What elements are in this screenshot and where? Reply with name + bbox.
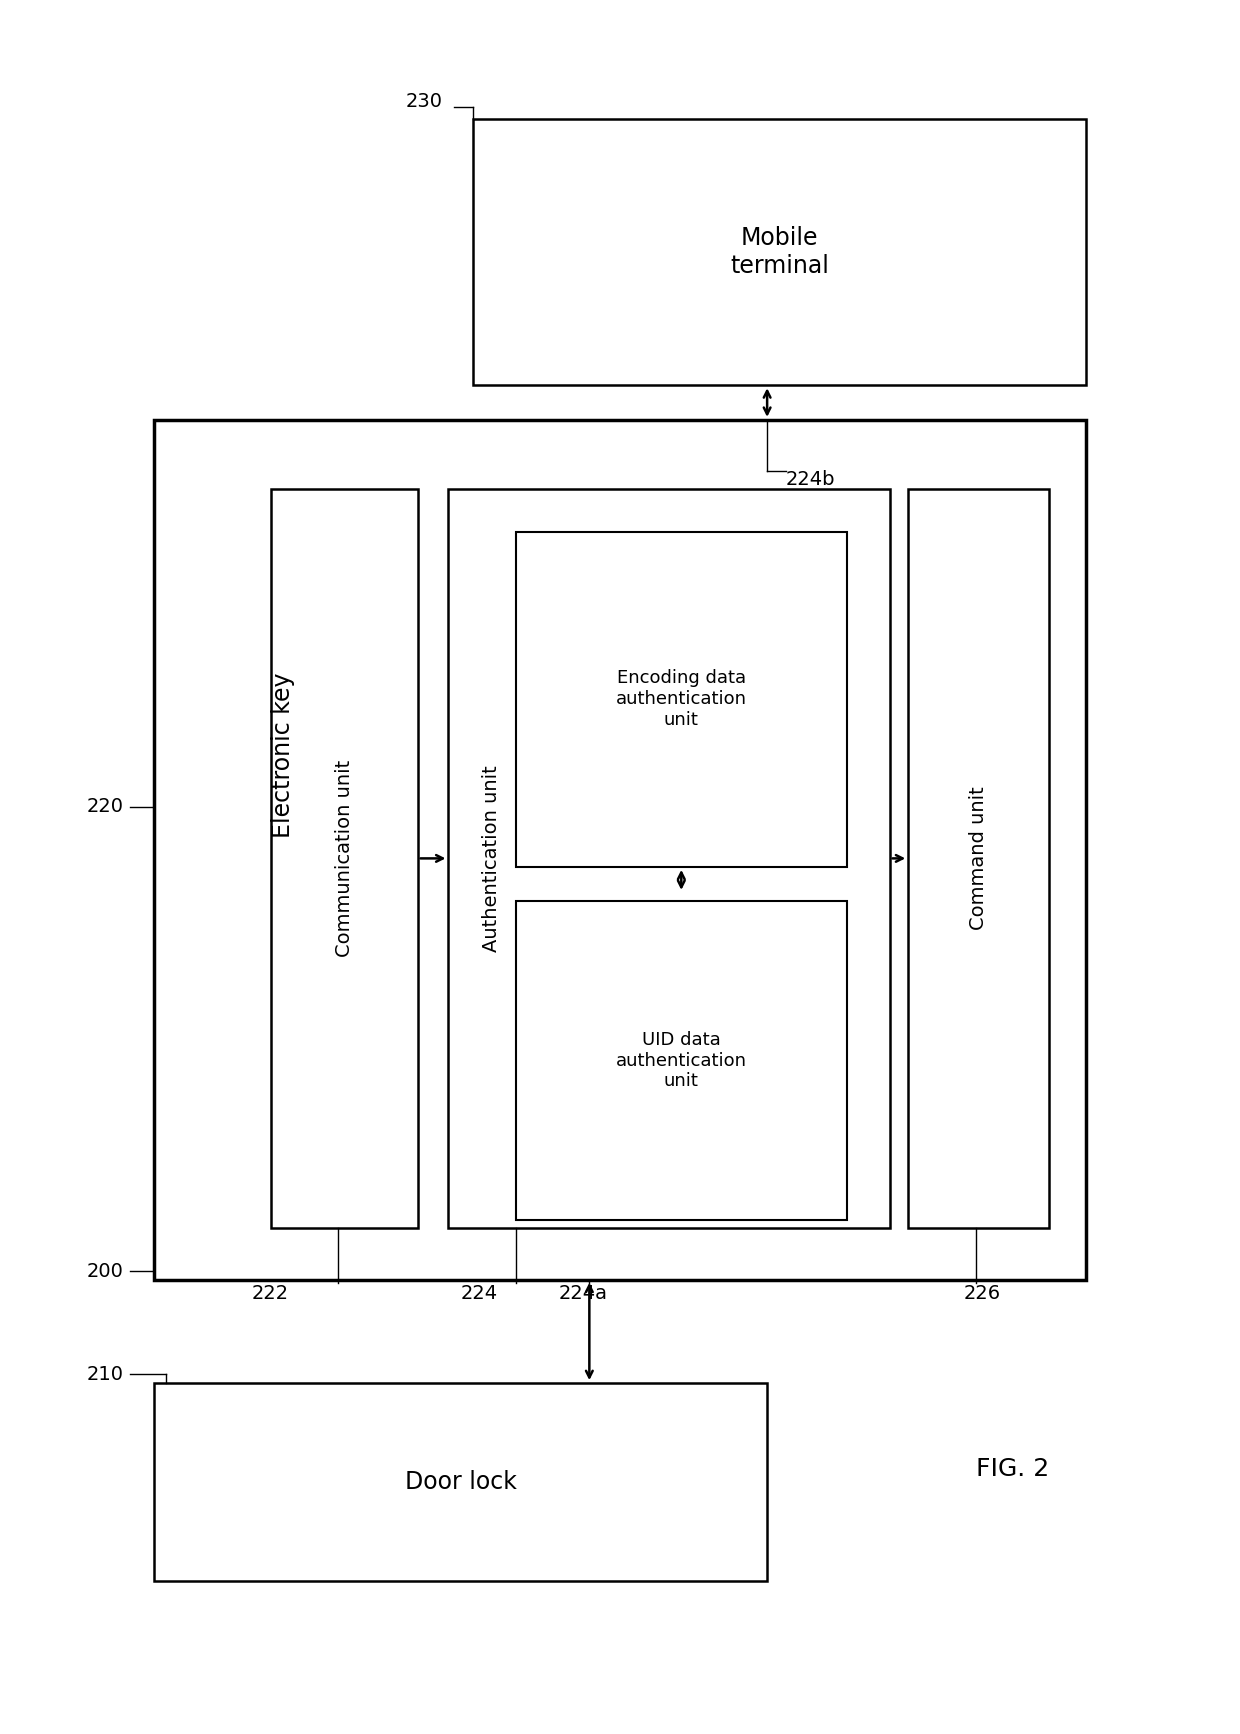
FancyBboxPatch shape xyxy=(516,532,847,867)
Text: 226: 226 xyxy=(963,1285,1001,1302)
Text: Door lock: Door lock xyxy=(404,1470,517,1495)
FancyBboxPatch shape xyxy=(449,489,890,1228)
FancyBboxPatch shape xyxy=(154,1384,768,1581)
Text: 224a: 224a xyxy=(559,1285,608,1302)
FancyBboxPatch shape xyxy=(154,420,1086,1280)
FancyBboxPatch shape xyxy=(908,489,1049,1228)
Text: 222: 222 xyxy=(252,1285,289,1302)
Text: Electronic key: Electronic key xyxy=(270,673,295,838)
Text: Command unit: Command unit xyxy=(970,787,988,929)
FancyBboxPatch shape xyxy=(472,118,1086,385)
Text: FIG. 2: FIG. 2 xyxy=(976,1457,1049,1481)
FancyBboxPatch shape xyxy=(516,902,847,1219)
Text: Mobile
terminal: Mobile terminal xyxy=(730,225,828,277)
Text: Authentication unit: Authentication unit xyxy=(482,765,501,952)
Text: 210: 210 xyxy=(87,1365,124,1384)
Text: Communication unit: Communication unit xyxy=(335,759,353,957)
Text: 200: 200 xyxy=(87,1262,124,1281)
Text: 224: 224 xyxy=(460,1285,497,1302)
Text: Encoding data
authentication
unit: Encoding data authentication unit xyxy=(616,669,746,728)
Text: 220: 220 xyxy=(87,798,124,817)
Text: UID data
authentication
unit: UID data authentication unit xyxy=(616,1030,746,1091)
FancyBboxPatch shape xyxy=(270,489,418,1228)
Text: 230: 230 xyxy=(405,92,443,111)
Text: 224b: 224b xyxy=(785,470,835,489)
